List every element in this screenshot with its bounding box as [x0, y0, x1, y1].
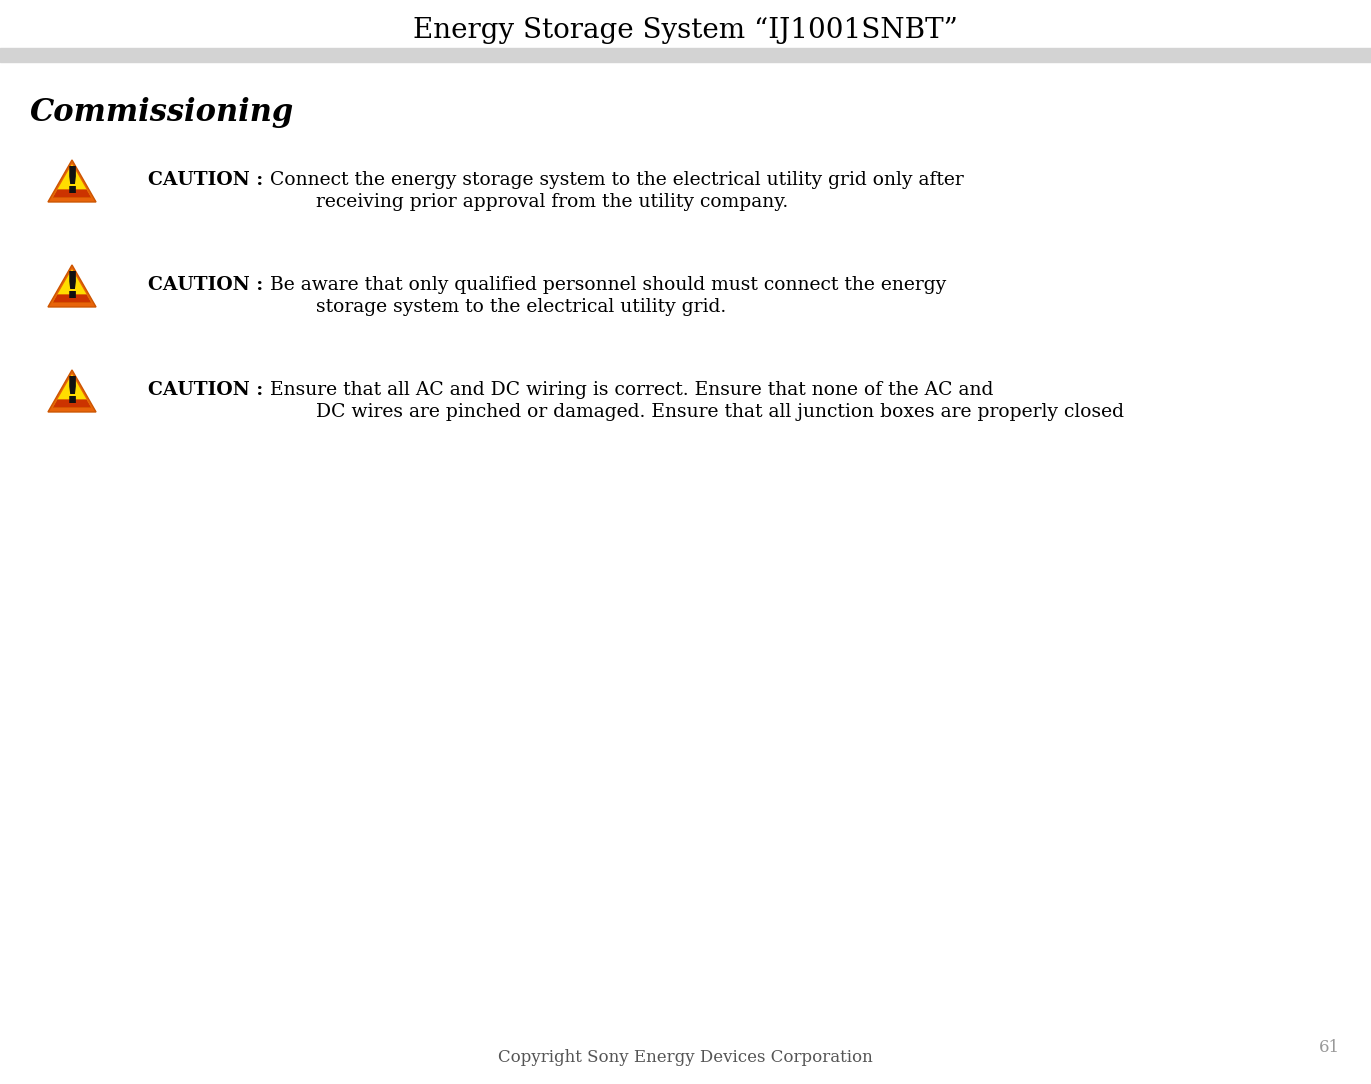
Text: !: ! [63, 165, 81, 201]
Polygon shape [48, 160, 96, 202]
Polygon shape [52, 374, 92, 408]
Text: !: ! [63, 375, 81, 411]
Text: Energy Storage System “IJ1001SNBT”: Energy Storage System “IJ1001SNBT” [413, 16, 958, 43]
Polygon shape [52, 399, 92, 408]
Polygon shape [52, 190, 92, 197]
Text: DC wires are pinched or damaged. Ensure that all junction boxes are properly clo: DC wires are pinched or damaged. Ensure … [315, 403, 1124, 421]
Text: !: ! [63, 270, 81, 306]
Text: Be aware that only qualified personnel should must connect the energy: Be aware that only qualified personnel s… [270, 276, 946, 294]
Polygon shape [48, 370, 96, 412]
Text: Commissioning: Commissioning [30, 96, 295, 128]
Polygon shape [48, 264, 96, 307]
Bar [0, 48, 1371, 62]
Text: CAUTION :: CAUTION : [148, 276, 263, 294]
Polygon shape [52, 269, 92, 302]
Text: CAUTION :: CAUTION : [148, 171, 263, 189]
Text: storage system to the electrical utility grid.: storage system to the electrical utility… [315, 298, 727, 317]
Polygon shape [52, 164, 92, 197]
Text: receiving prior approval from the utility company.: receiving prior approval from the utilit… [315, 193, 788, 211]
Polygon shape [52, 295, 92, 302]
Text: Ensure that all AC and DC wiring is correct. Ensure that none of the AC and: Ensure that all AC and DC wiring is corr… [270, 380, 994, 399]
Text: CAUTION :: CAUTION : [148, 380, 263, 399]
Text: Copyright Sony Energy Devices Corporation: Copyright Sony Energy Devices Corporatio… [498, 1049, 873, 1067]
Text: Connect the energy storage system to the electrical utility grid only after: Connect the energy storage system to the… [270, 171, 964, 189]
Text: 61: 61 [1319, 1040, 1339, 1057]
